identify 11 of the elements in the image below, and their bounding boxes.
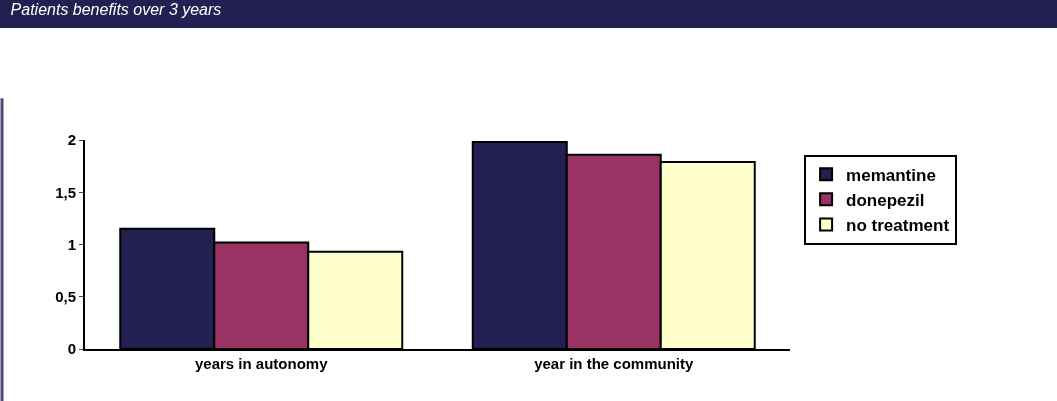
x-tick-label: years in autonomy [194,355,329,372]
legend-label: no treatment [846,216,950,236]
y-tick-label: 0 [67,340,76,358]
x-tick-label: year in the community [534,355,694,372]
y-tick-label: 1,5 [55,183,76,201]
y-tick-label: 0,5 [55,288,76,305]
legend-label: donepezil [846,190,925,210]
y-tick-label: 2 [67,131,76,149]
y-tick-label: 1 [67,235,76,253]
chart-title: Patients benefits over 3 years [10,1,222,19]
legend-label: memantine [846,165,936,185]
